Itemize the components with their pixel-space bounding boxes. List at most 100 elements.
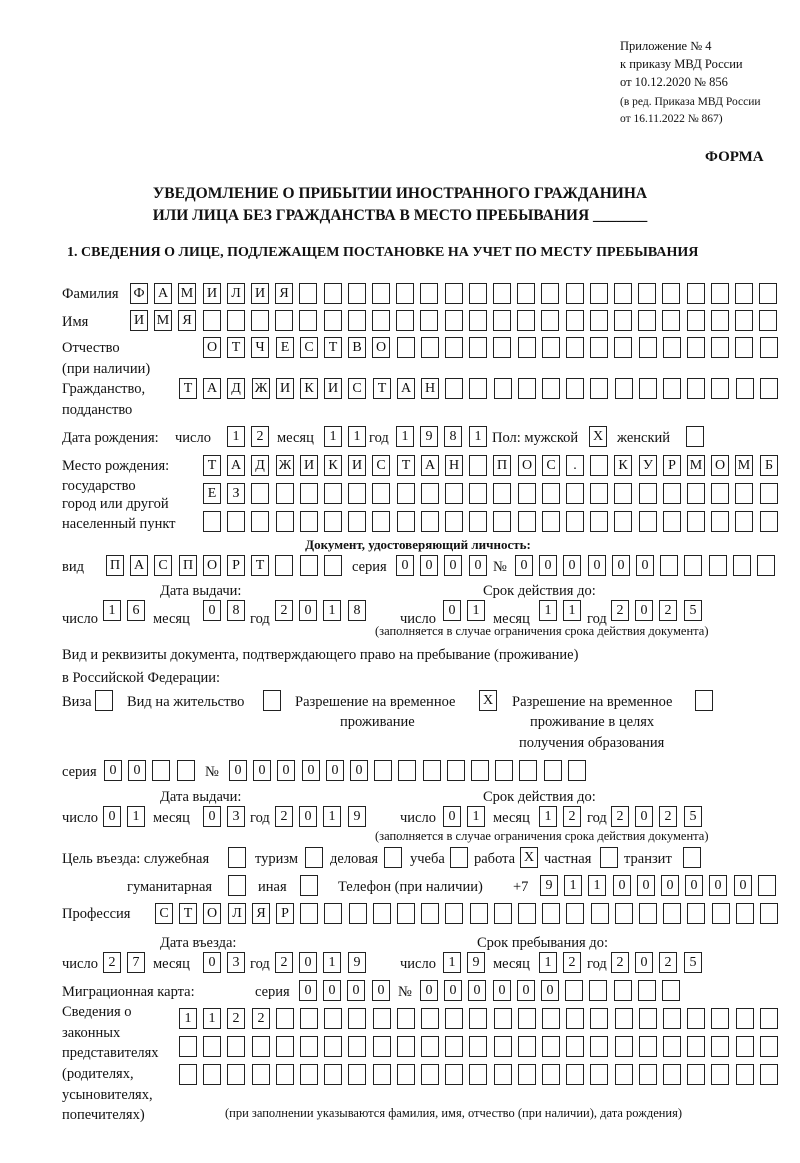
cell-reps-row1[interactable]: [397, 1008, 415, 1029]
cell-id-issue-year[interactable]: 2: [275, 600, 293, 621]
cell-surname[interactable]: А: [154, 283, 172, 304]
cell-reps-row1[interactable]: [687, 1008, 705, 1029]
cell-reps-row2[interactable]: [687, 1036, 705, 1057]
cell-rd-number[interactable]: [447, 760, 465, 781]
cell-phone[interactable]: 9: [540, 875, 558, 896]
cell-entry-day[interactable]: 2: [103, 952, 121, 973]
cell-profession[interactable]: [324, 903, 342, 924]
cell-name[interactable]: [566, 310, 584, 331]
cell-patronymic[interactable]: [542, 337, 560, 358]
cell-pob-row1[interactable]: М: [687, 455, 705, 476]
cell-reps-row2[interactable]: [445, 1036, 463, 1057]
cell-reps-row1[interactable]: [348, 1008, 366, 1029]
cell-surname[interactable]: [396, 283, 414, 304]
cell-profession[interactable]: [542, 903, 560, 924]
cell-reps-row1[interactable]: [469, 1008, 487, 1029]
cell-pob-row1[interactable]: А: [227, 455, 245, 476]
cell-mc-number[interactable]: 0: [517, 980, 535, 1001]
cell-profession[interactable]: [663, 903, 681, 924]
cell-phone[interactable]: 0: [637, 875, 655, 896]
cell-dob-year[interactable]: 8: [444, 426, 462, 447]
cell-pob-row1[interactable]: Д: [251, 455, 269, 476]
cell-reps-row1[interactable]: [542, 1008, 560, 1029]
cell-reps-row3[interactable]: [227, 1064, 245, 1085]
cell-reps-row2[interactable]: [566, 1036, 584, 1057]
cell-reps-row2[interactable]: [276, 1036, 294, 1057]
cell-phone[interactable]: 1: [588, 875, 606, 896]
cell-rd-issue-day[interactable]: 0: [103, 806, 121, 827]
cell-id-series[interactable]: 0: [420, 555, 438, 576]
cell-patronymic[interactable]: О: [203, 337, 221, 358]
cell-pob-row2[interactable]: [518, 483, 536, 504]
cell-reps-row1[interactable]: [421, 1008, 439, 1029]
cell-id-valid-year[interactable]: 5: [684, 600, 702, 621]
cell-rd-issue-year[interactable]: 2: [275, 806, 293, 827]
cell-reps-row1[interactable]: 1: [179, 1008, 197, 1029]
cell-pob-row2[interactable]: З: [227, 483, 245, 504]
cell-name[interactable]: [759, 310, 777, 331]
cell-phone[interactable]: 0: [685, 875, 703, 896]
cell-rd-valid-month[interactable]: 2: [563, 806, 581, 827]
cell-mc-number[interactable]: 0: [493, 980, 511, 1001]
cell-mc-number[interactable]: [589, 980, 607, 1001]
cell-citizenship[interactable]: Н: [421, 378, 439, 399]
cell-name[interactable]: М: [154, 310, 172, 331]
cell-profession[interactable]: [712, 903, 730, 924]
cell-pob-row1[interactable]: [469, 455, 487, 476]
cell-patronymic[interactable]: [711, 337, 729, 358]
cell-reps-row2[interactable]: [421, 1036, 439, 1057]
cell-id-number[interactable]: [733, 555, 751, 576]
cell-name[interactable]: [251, 310, 269, 331]
cell-reps-row3[interactable]: [373, 1064, 391, 1085]
cell-citizenship[interactable]: [615, 378, 633, 399]
cell-entry-month[interactable]: 0: [203, 952, 221, 973]
cell-reps-row3[interactable]: [687, 1064, 705, 1085]
cell-name[interactable]: [348, 310, 366, 331]
cell-pob-row3[interactable]: [493, 511, 511, 532]
cell-surname[interactable]: [348, 283, 366, 304]
cell-rd-valid-month[interactable]: 1: [539, 806, 557, 827]
cell-pob-row1[interactable]: А: [421, 455, 439, 476]
cell-id-number[interactable]: 0: [612, 555, 630, 576]
cell-reps-row1[interactable]: [760, 1008, 778, 1029]
cell-reps-row2[interactable]: [663, 1036, 681, 1057]
cell-profession[interactable]: [397, 903, 415, 924]
cell-reps-row3[interactable]: [252, 1064, 270, 1085]
cell-patronymic[interactable]: [493, 337, 511, 358]
cell-pob-row1[interactable]: И: [300, 455, 318, 476]
cell-citizenship[interactable]: Т: [179, 378, 197, 399]
cell-reps-row2[interactable]: [469, 1036, 487, 1057]
cell-pob-row3[interactable]: [639, 511, 657, 532]
checkbox-sex-male[interactable]: X: [589, 426, 607, 447]
cell-patronymic[interactable]: Т: [324, 337, 342, 358]
cell-reps-row1[interactable]: [494, 1008, 512, 1029]
cell-pob-row2[interactable]: [300, 483, 318, 504]
cell-id-kind[interactable]: П: [106, 555, 124, 576]
cell-patronymic[interactable]: Т: [227, 337, 245, 358]
cell-name[interactable]: [662, 310, 680, 331]
checkbox-residence[interactable]: [263, 690, 281, 711]
cell-citizenship[interactable]: [469, 378, 487, 399]
cell-surname[interactable]: [687, 283, 705, 304]
cell-surname[interactable]: И: [251, 283, 269, 304]
cell-mc-number[interactable]: 0: [444, 980, 462, 1001]
cell-phone[interactable]: 0: [661, 875, 679, 896]
cell-id-issue-year[interactable]: 0: [299, 600, 317, 621]
cell-citizenship[interactable]: [445, 378, 463, 399]
cell-pob-row1[interactable]: У: [639, 455, 657, 476]
cell-reps-row1[interactable]: 2: [227, 1008, 245, 1029]
cell-reps-row2[interactable]: [300, 1036, 318, 1057]
cell-reps-row2[interactable]: [397, 1036, 415, 1057]
cell-pob-row1[interactable]: .: [566, 455, 584, 476]
cell-reps-row1[interactable]: [324, 1008, 342, 1029]
cell-rd-issue-year[interactable]: 0: [299, 806, 317, 827]
cell-rd-number[interactable]: 0: [229, 760, 247, 781]
cell-profession[interactable]: Я: [252, 903, 270, 924]
cell-name[interactable]: Я: [178, 310, 196, 331]
cell-name[interactable]: [493, 310, 511, 331]
cell-pob-row3[interactable]: [687, 511, 705, 532]
cell-mc-series[interactable]: 0: [323, 980, 341, 1001]
cell-dob-year[interactable]: 9: [420, 426, 438, 447]
cell-pob-row2[interactable]: [687, 483, 705, 504]
cell-id-number[interactable]: 0: [563, 555, 581, 576]
